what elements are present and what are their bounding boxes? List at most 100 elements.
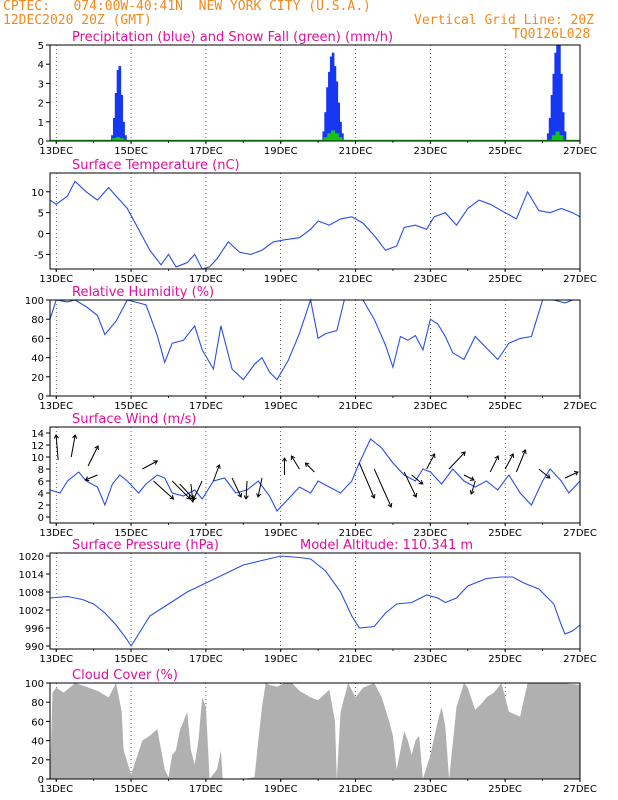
snow-bar [555, 131, 560, 141]
panel-title: Cloud Cover (%) [72, 668, 178, 683]
wind-vector [231, 477, 242, 498]
precip-bar [329, 56, 333, 141]
wind-arrowhead [412, 492, 418, 498]
y-tick-label: 2 [38, 501, 44, 512]
wind-vector [290, 455, 300, 470]
y-tick-label: 5 [38, 209, 44, 220]
y-tick-label: 12 [31, 441, 44, 452]
x-tick-label: 13DEC [39, 784, 73, 795]
precip-bar [120, 94, 124, 141]
wind-vector [448, 451, 466, 470]
x-tick-label: 23DEC [413, 784, 447, 795]
wind-arrowhead [509, 453, 514, 459]
station-header: CPTEC: 074:00W-40:41N NEW YORK CITY (U.S… [3, 0, 371, 14]
y-tick-label: 80 [31, 315, 44, 326]
precip-bar [114, 93, 118, 141]
y-tick-label: 60 [31, 334, 44, 345]
x-tick-label: 19DEC [264, 274, 298, 285]
x-tick-label: 19DEC [264, 654, 298, 665]
panel-frame [49, 426, 581, 524]
snow-bar [112, 138, 117, 141]
y-tick-label: 8 [38, 465, 44, 476]
wind-arrowhead [186, 494, 191, 500]
wind-vector [411, 474, 423, 485]
snow-bar [119, 138, 124, 141]
precip-bar [552, 73, 556, 141]
y-tick-label: 6 [38, 477, 44, 488]
wind-arrowhead [243, 495, 249, 500]
y-tick-label: 1014 [19, 570, 44, 581]
x-tick-label: 13DEC [39, 654, 73, 665]
wind-vector [212, 464, 220, 482]
y-tick-label: 100 [25, 296, 44, 307]
y-tick-label: 80 [31, 698, 44, 709]
x-tick-label: 23DEC [413, 274, 447, 285]
precip-bar [339, 121, 342, 141]
grid-note: Vertical Grid Line: 20Z [414, 13, 595, 28]
precip-bar [322, 131, 326, 141]
y-tick-label: 10 [31, 188, 44, 199]
x-tick-label: 13DEC [39, 401, 73, 412]
precip-bar [337, 102, 340, 141]
y-tick-label: 3 [38, 79, 44, 90]
panel-frame [49, 172, 581, 270]
precip-bar [124, 135, 127, 141]
wind-arrowhead [290, 455, 296, 460]
y-tick-label: 0 [38, 775, 44, 786]
y-tick-label: 20 [31, 756, 44, 767]
y-tick-label: 1020 [19, 552, 44, 563]
wind-arrowhead [192, 495, 197, 501]
y-tick-label: 996 [25, 624, 44, 635]
x-tick-label: 15DEC [114, 528, 148, 539]
x-tick-label: 27DEC [563, 146, 597, 157]
y-tick-label: 1002 [19, 606, 44, 617]
y-tick-label: 0 [38, 392, 44, 403]
panel-title: Surface Temperature (nC) [72, 158, 240, 173]
precip-bar [324, 112, 327, 141]
wind-vector [515, 449, 526, 473]
wind-arrowhead [72, 434, 78, 439]
snow-bar [323, 137, 328, 141]
y-tick-label: -5 [34, 250, 44, 261]
panel-title: Precipitation (blue) and Snow Fall (gree… [72, 30, 393, 45]
series-line [49, 555, 581, 648]
panel-title: Surface Wind (m/s) [72, 412, 196, 427]
x-tick-label: 21DEC [339, 654, 373, 665]
wind-vector [358, 462, 375, 499]
wind-vector [171, 480, 191, 500]
panel-title: Relative Humidity (%) [72, 285, 214, 300]
y-tick-label: 990 [25, 642, 44, 653]
wind-vector [426, 453, 436, 470]
x-tick-label: 21DEC [339, 274, 373, 285]
wind-vector [305, 462, 315, 473]
run-date: 12DEC2020 20Z (GMT) [3, 13, 152, 28]
precip-bar [122, 121, 125, 141]
wind-arrowhead [215, 464, 221, 470]
snow-bar [559, 135, 564, 141]
snow-bar [334, 133, 339, 141]
y-tick-label: 20 [31, 373, 44, 384]
x-tick-label: 25DEC [488, 274, 522, 285]
x-tick-label: 23DEC [413, 654, 447, 665]
y-tick-label: 2 [38, 99, 44, 110]
precip-bar [326, 87, 329, 141]
x-tick-label: 25DEC [488, 528, 522, 539]
wind-vector [85, 474, 98, 481]
wind-vector [403, 471, 417, 498]
panel-title: Surface Pressure (hPa) [72, 538, 219, 553]
x-tick-label: 17DEC [189, 401, 223, 412]
snow-bar [327, 133, 332, 141]
x-tick-label: 15DEC [114, 401, 148, 412]
wind-arrowhead [545, 474, 551, 479]
x-tick-label: 27DEC [563, 654, 597, 665]
wind-arrowhead [281, 457, 288, 462]
wind-arrowhead [430, 453, 436, 459]
wind-arrowhead [53, 434, 59, 439]
precip-bar [335, 81, 339, 141]
precip-bar [112, 117, 116, 141]
series-line [49, 438, 581, 512]
precip-bar [550, 94, 554, 141]
precip-bar [118, 66, 122, 141]
x-tick-label: 17DEC [189, 274, 223, 285]
x-tick-label: 25DEC [488, 784, 522, 795]
